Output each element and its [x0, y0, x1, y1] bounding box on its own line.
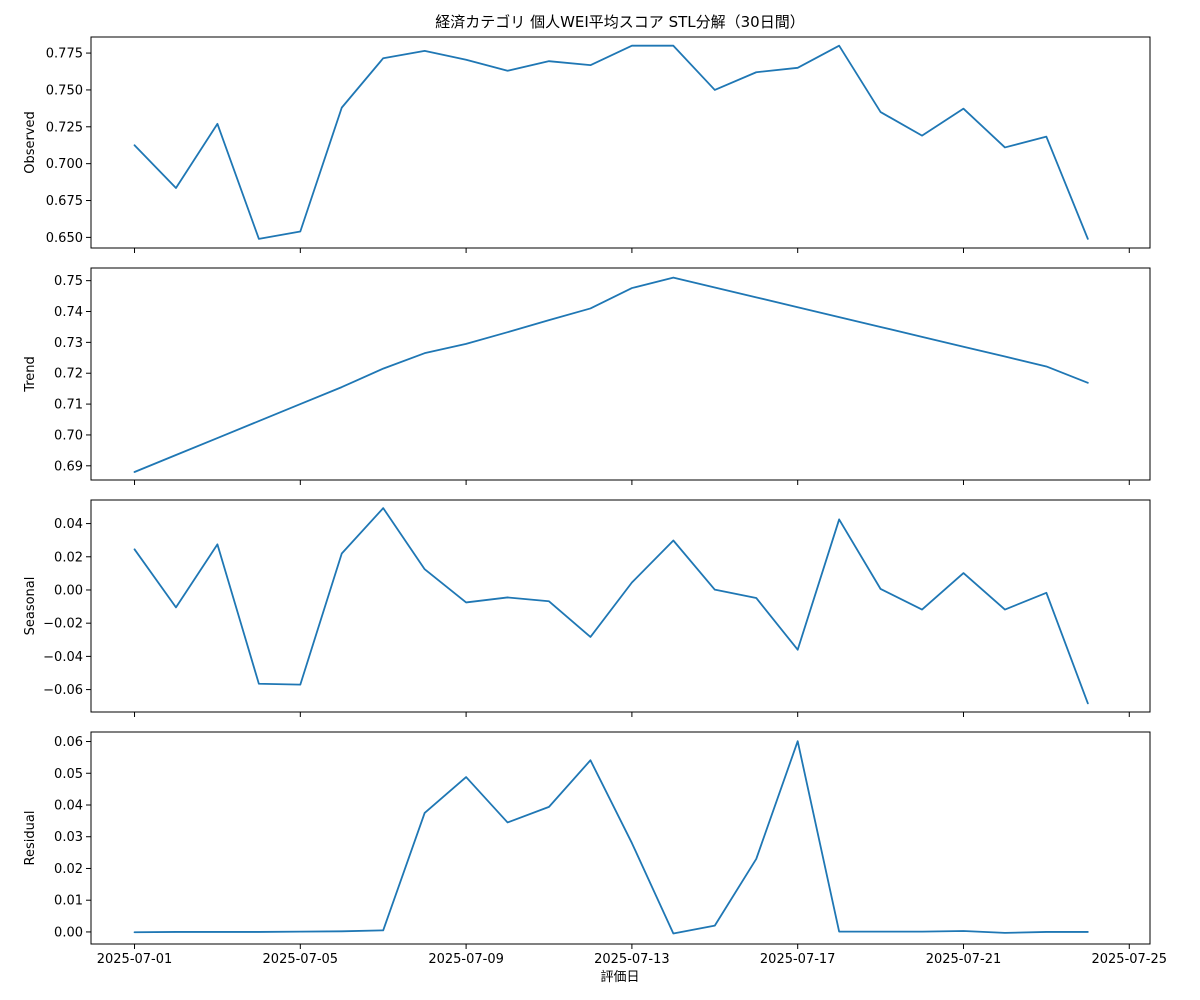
- x-tick-label: 2025-07-21: [926, 952, 1002, 967]
- y-tick-label: 0.06: [54, 735, 83, 750]
- panel-observed: 0.650 0.675 0.700 0.725 0.750 0.775 Observed: [23, 36, 1151, 253]
- panel-residual: 0.00 0.01 0.02 0.03 0.04 0.05 0.06 Residual 2025…: [23, 731, 1167, 967]
- y-tick-label: 0.725: [46, 120, 83, 135]
- y-tick-label: 0.74: [54, 305, 83, 320]
- series-line-seasonal: [133, 507, 1089, 705]
- y-tick-label: 0.775: [46, 47, 83, 62]
- y-tick-label: 0.700: [46, 157, 83, 172]
- y-tick-label: 0.72: [54, 367, 83, 382]
- x-tick-label: 2025-07-09: [428, 952, 504, 967]
- y-tick-label: −0.06: [43, 683, 83, 698]
- y-tick-label: 0.750: [46, 83, 83, 98]
- y-tick-label: 0.650: [46, 231, 83, 246]
- y-tick-label: 0.675: [46, 194, 83, 209]
- x-tick-label: 2025-07-17: [760, 952, 836, 967]
- plot-frame: [90, 731, 1151, 945]
- y-tick-label: 0.73: [54, 336, 83, 351]
- y-tick-label: 0.02: [54, 550, 83, 565]
- series-line-residual: [133, 740, 1089, 935]
- panels: 0.6500.6750.7000.7250.7500.775Observed0.…: [23, 36, 1167, 967]
- y-tick-label: 0.04: [54, 798, 83, 813]
- series-line-observed: [133, 44, 1089, 240]
- y-tick-label: 0.00: [54, 925, 83, 940]
- y-tick-label: 0.69: [54, 459, 83, 474]
- y-tick-label: 0.71: [54, 398, 83, 413]
- y-tick-label: 0.04: [54, 517, 83, 532]
- y-axis-label: Residual: [23, 811, 38, 866]
- y-axis-label: Trend: [23, 356, 38, 393]
- y-tick-label: 0.03: [54, 830, 83, 845]
- plot-frame: [90, 36, 1151, 249]
- y-tick-label: 0.70: [54, 428, 83, 443]
- y-tick-label: 0.01: [54, 894, 83, 909]
- x-tick-label: 2025-07-05: [263, 952, 339, 967]
- x-tick-label: 2025-07-25: [1091, 952, 1167, 967]
- y-tick-label: 0.05: [54, 767, 83, 782]
- plot-frame: [90, 267, 1151, 481]
- chart-title: 経済カテゴリ 個人WEI平均スコア STL分解（30日間）: [435, 13, 804, 31]
- y-tick-label: 0.02: [54, 862, 83, 877]
- plot-frame: [90, 499, 1151, 713]
- y-axis-label: Seasonal: [23, 577, 38, 636]
- y-tick-label: −0.02: [43, 617, 83, 632]
- y-tick-label: −0.04: [43, 650, 83, 665]
- x-tick-label: 2025-07-13: [594, 952, 670, 967]
- y-axis-label: Observed: [23, 111, 38, 174]
- panel-trend: 0.69 0.70 0.71 0.72 0.73 0.74 0.75 Trend: [23, 267, 1151, 485]
- panel-seasonal: 0.04 0.02 0.00 −0.02 −0.04 −0.06 Seasonal: [23, 499, 1151, 717]
- y-tick-label: 0.75: [54, 274, 83, 289]
- x-tick-label: 2025-07-01: [97, 952, 173, 967]
- y-tick-label: 0.00: [54, 583, 83, 598]
- series-line-trend: [133, 276, 1089, 473]
- x-axis-label: 評価日: [600, 970, 639, 985]
